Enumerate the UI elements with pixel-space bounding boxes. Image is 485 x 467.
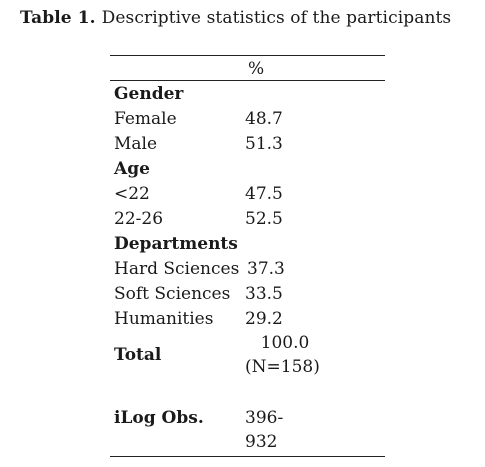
section-heading-age: Age xyxy=(114,159,150,179)
row-value-hard-sciences: 37.3 xyxy=(247,259,285,279)
section-heading-gender: Gender xyxy=(114,84,184,104)
row-value-humanities: 29.2 xyxy=(245,309,283,329)
row-label-under-22: <22 xyxy=(114,184,150,204)
bottom-rule xyxy=(110,456,385,458)
row-label-22-26: 22-26 xyxy=(114,209,164,229)
top-rule xyxy=(110,55,385,57)
caption-label: Table 1. xyxy=(20,8,96,28)
row-value-total-line1: 100.0 xyxy=(260,333,310,353)
header-percent: % xyxy=(248,59,265,79)
row-label-hard-sciences: Hard Sciences xyxy=(114,259,240,279)
row-value-22-26: 52.5 xyxy=(245,209,283,229)
row-label-ilog-obs: iLog Obs. xyxy=(114,408,204,428)
row-label-total: Total xyxy=(114,345,162,365)
row-value-soft-sciences: 33.5 xyxy=(245,284,283,304)
row-value-ilog-line2: 932 xyxy=(245,432,278,452)
row-value-male: 51.3 xyxy=(245,134,283,154)
row-label-female: Female xyxy=(114,109,177,129)
row-label-soft-sciences: Soft Sciences xyxy=(114,284,231,304)
row-value-under-22: 47.5 xyxy=(245,184,283,204)
row-label-humanities: Humanities xyxy=(114,309,214,329)
caption-text: Descriptive statistics of the participan… xyxy=(101,8,452,28)
header-rule xyxy=(110,80,385,82)
row-value-ilog-line1: 396- xyxy=(245,408,284,428)
section-heading-departments: Departments xyxy=(114,234,238,254)
table-caption: Table 1. Descriptive statistics of the pa… xyxy=(20,8,451,28)
row-value-total-line2: (N=158) xyxy=(245,357,320,377)
row-value-female: 48.7 xyxy=(245,109,283,129)
row-label-male: Male xyxy=(114,134,158,154)
